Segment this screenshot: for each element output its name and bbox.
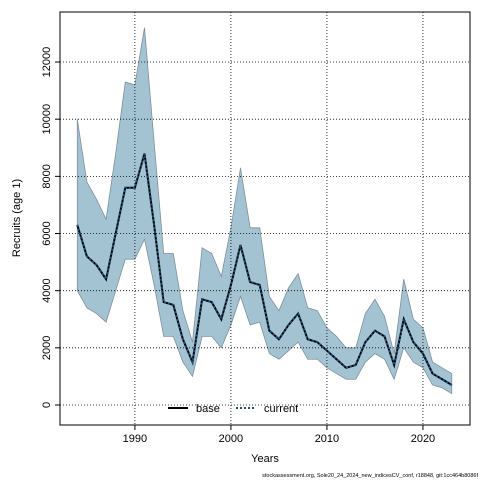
y-tick-label: 4000	[41, 278, 53, 302]
plot-frame	[59, 11, 471, 426]
footer: stockassessment.org, Sole20_24_2024_new_…	[262, 473, 478, 479]
x-tick-label: 2010	[315, 433, 339, 445]
y-axis-title: Recruits (age 1)	[11, 179, 23, 257]
x-tick-label: 2020	[411, 433, 435, 445]
y-tick-label: 8000	[41, 164, 53, 188]
y-tick-label: 6000	[41, 221, 53, 245]
confidence-band	[76, 27, 453, 395]
x-tick-label: 1990	[123, 433, 147, 445]
y-tick-label: 0	[41, 402, 53, 408]
x-tick-label: 2000	[219, 433, 243, 445]
legend-label: current	[264, 403, 298, 415]
y-tick-label: 10000	[41, 104, 53, 135]
line-1	[76, 153, 453, 386]
y-tick-label: 12000	[41, 47, 53, 78]
legend-label: base	[196, 403, 220, 415]
y-tick-label: 2000	[41, 336, 53, 360]
x-axis-title: Years	[251, 453, 279, 465]
